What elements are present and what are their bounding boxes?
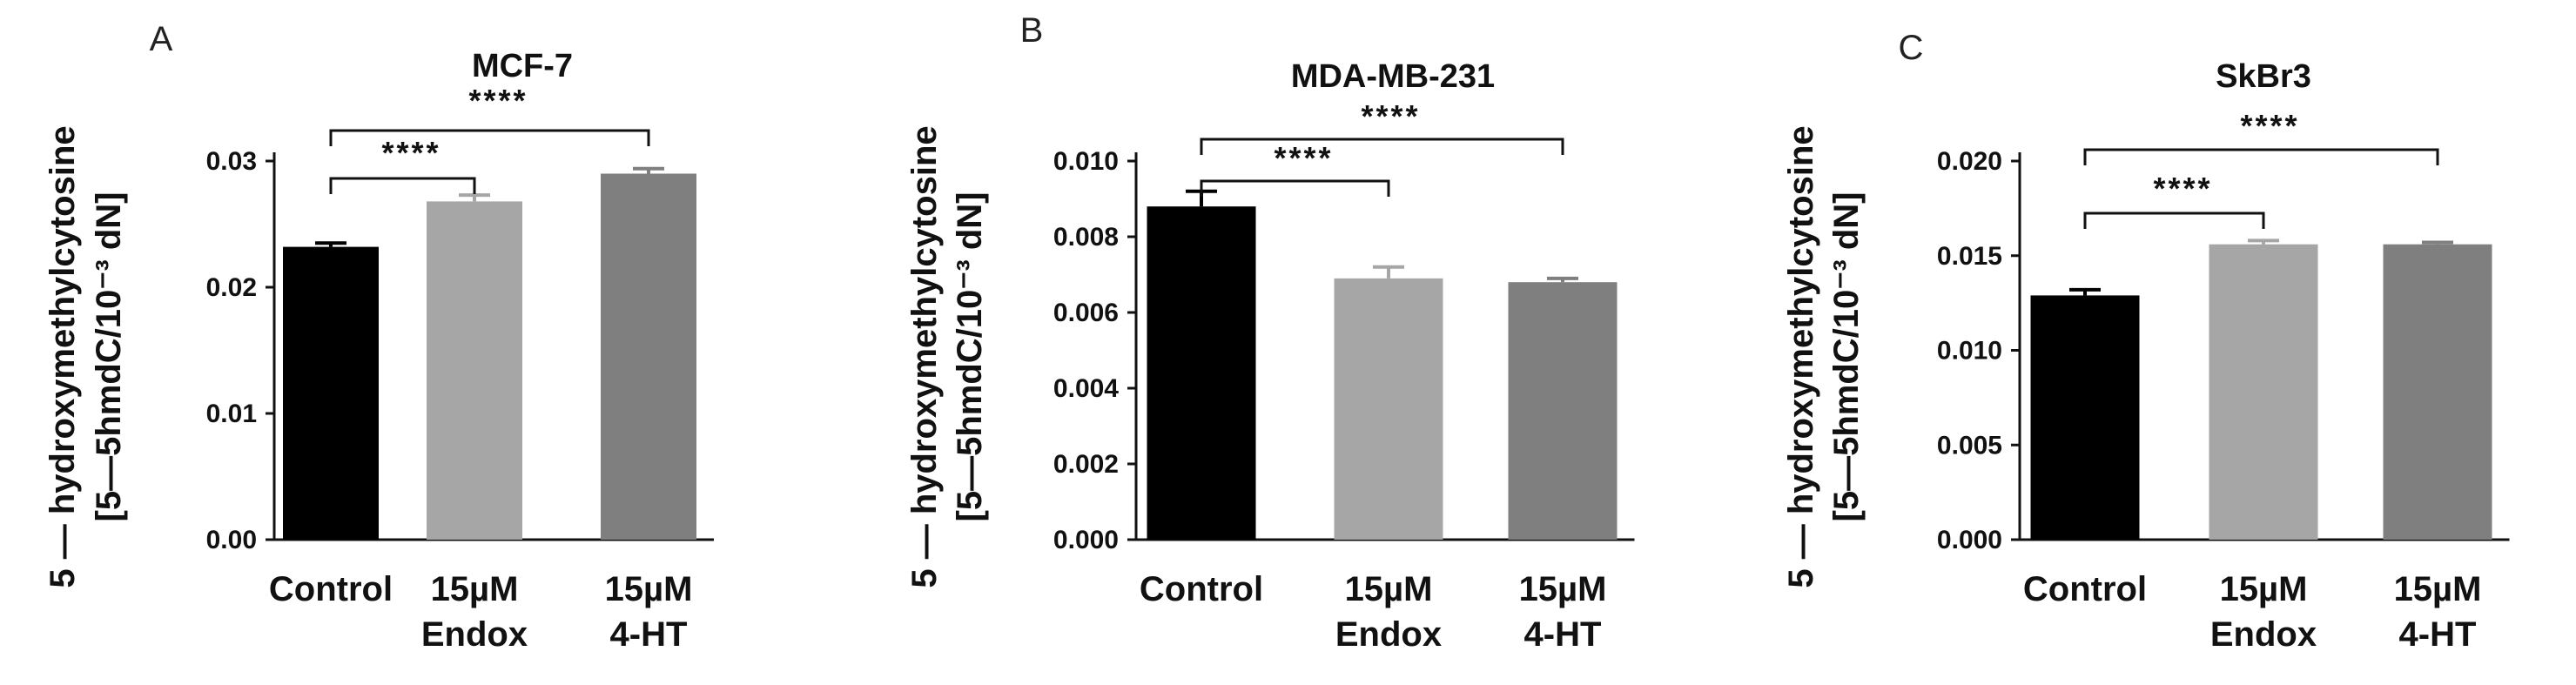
y-axis-label: 5 — hydroxymethylcytosine (44, 125, 82, 588)
x-category-label: Control (269, 570, 393, 608)
bar (601, 173, 696, 540)
bar (283, 246, 379, 540)
significance-bracket (329, 129, 650, 146)
y-tick-label: 0.010 (1053, 147, 1119, 176)
x-category-label: Endox (2210, 615, 2317, 654)
significance-label: **** (2240, 108, 2299, 144)
chart-title: SkBr3 (2216, 58, 2311, 95)
panel-letter: B (1020, 11, 1044, 50)
y-tick-label: 0.006 (1053, 299, 1119, 327)
y-tick-label: 0.020 (1937, 147, 2002, 176)
x-category-label: 15µM (605, 570, 693, 608)
y-tick-label: 0.01 (206, 400, 257, 428)
significance-bracket (2083, 212, 2265, 229)
significance-label: **** (381, 135, 441, 171)
significance-label: **** (1361, 98, 1420, 134)
chart-title: MCF-7 (472, 48, 573, 84)
x-category-label: 15µM (1345, 570, 1433, 608)
x-category-label: 4-HT (1524, 615, 1602, 654)
x-category-label: 4-HT (610, 615, 688, 654)
x-category-label: 15µM (2394, 570, 2482, 608)
y-axis-label: 5 — hydroxymethylcytosine (1782, 125, 1820, 588)
significance-label: **** (468, 83, 528, 118)
x-category-label: Control (1140, 570, 1263, 608)
x-category-label: 4-HT (2399, 615, 2477, 654)
bar (1147, 206, 1256, 540)
x-category-label: Endox (1335, 615, 1442, 654)
bar (2030, 295, 2140, 540)
y-tick-label: 0.002 (1053, 450, 1119, 479)
y-tick-label: 0.015 (1937, 242, 2002, 271)
bar (2383, 244, 2492, 540)
y-tick-label: 0.02 (206, 273, 257, 302)
y-axis-label: [5—5hmdC/10⁻³ dN] (1827, 192, 1866, 522)
bar (1508, 282, 1618, 540)
panel-letter: A (150, 20, 173, 58)
bar (2209, 244, 2318, 540)
y-tick-label: 0.00 (206, 526, 257, 554)
panel-letter: C (1899, 29, 1924, 67)
x-category-label: Control (2023, 570, 2147, 608)
significance-bracket (2083, 148, 2439, 165)
y-tick-label: 0.008 (1053, 223, 1119, 252)
significance-label: **** (2153, 171, 2212, 206)
significance-label: **** (1274, 140, 1333, 176)
bar (427, 201, 522, 540)
y-axis-label: 5 — hydroxymethylcytosine (905, 125, 944, 588)
x-category-label: 15µM (431, 570, 519, 608)
x-category-label: 15µM (2220, 570, 2308, 608)
y-axis-label: [5—5hmdC/10⁻³ dN] (951, 192, 989, 522)
x-category-label: Endox (421, 615, 528, 654)
y-tick-label: 0.005 (1937, 431, 2002, 460)
y-tick-label: 0.004 (1053, 374, 1119, 403)
significance-bracket (329, 177, 476, 194)
y-tick-label: 0.000 (1937, 526, 2002, 554)
significance-bracket (1200, 138, 1564, 155)
y-axis-label: [5—5hmdC/10⁻³ dN] (90, 192, 128, 522)
y-tick-label: 0.010 (1937, 337, 2002, 366)
bar (1334, 278, 1443, 540)
y-tick-label: 0.000 (1053, 526, 1119, 554)
chart-title: MDA-MB-231 (1291, 58, 1495, 95)
significance-bracket (1200, 179, 1390, 197)
x-category-label: 15µM (1519, 570, 1607, 608)
y-tick-label: 0.03 (206, 147, 257, 176)
